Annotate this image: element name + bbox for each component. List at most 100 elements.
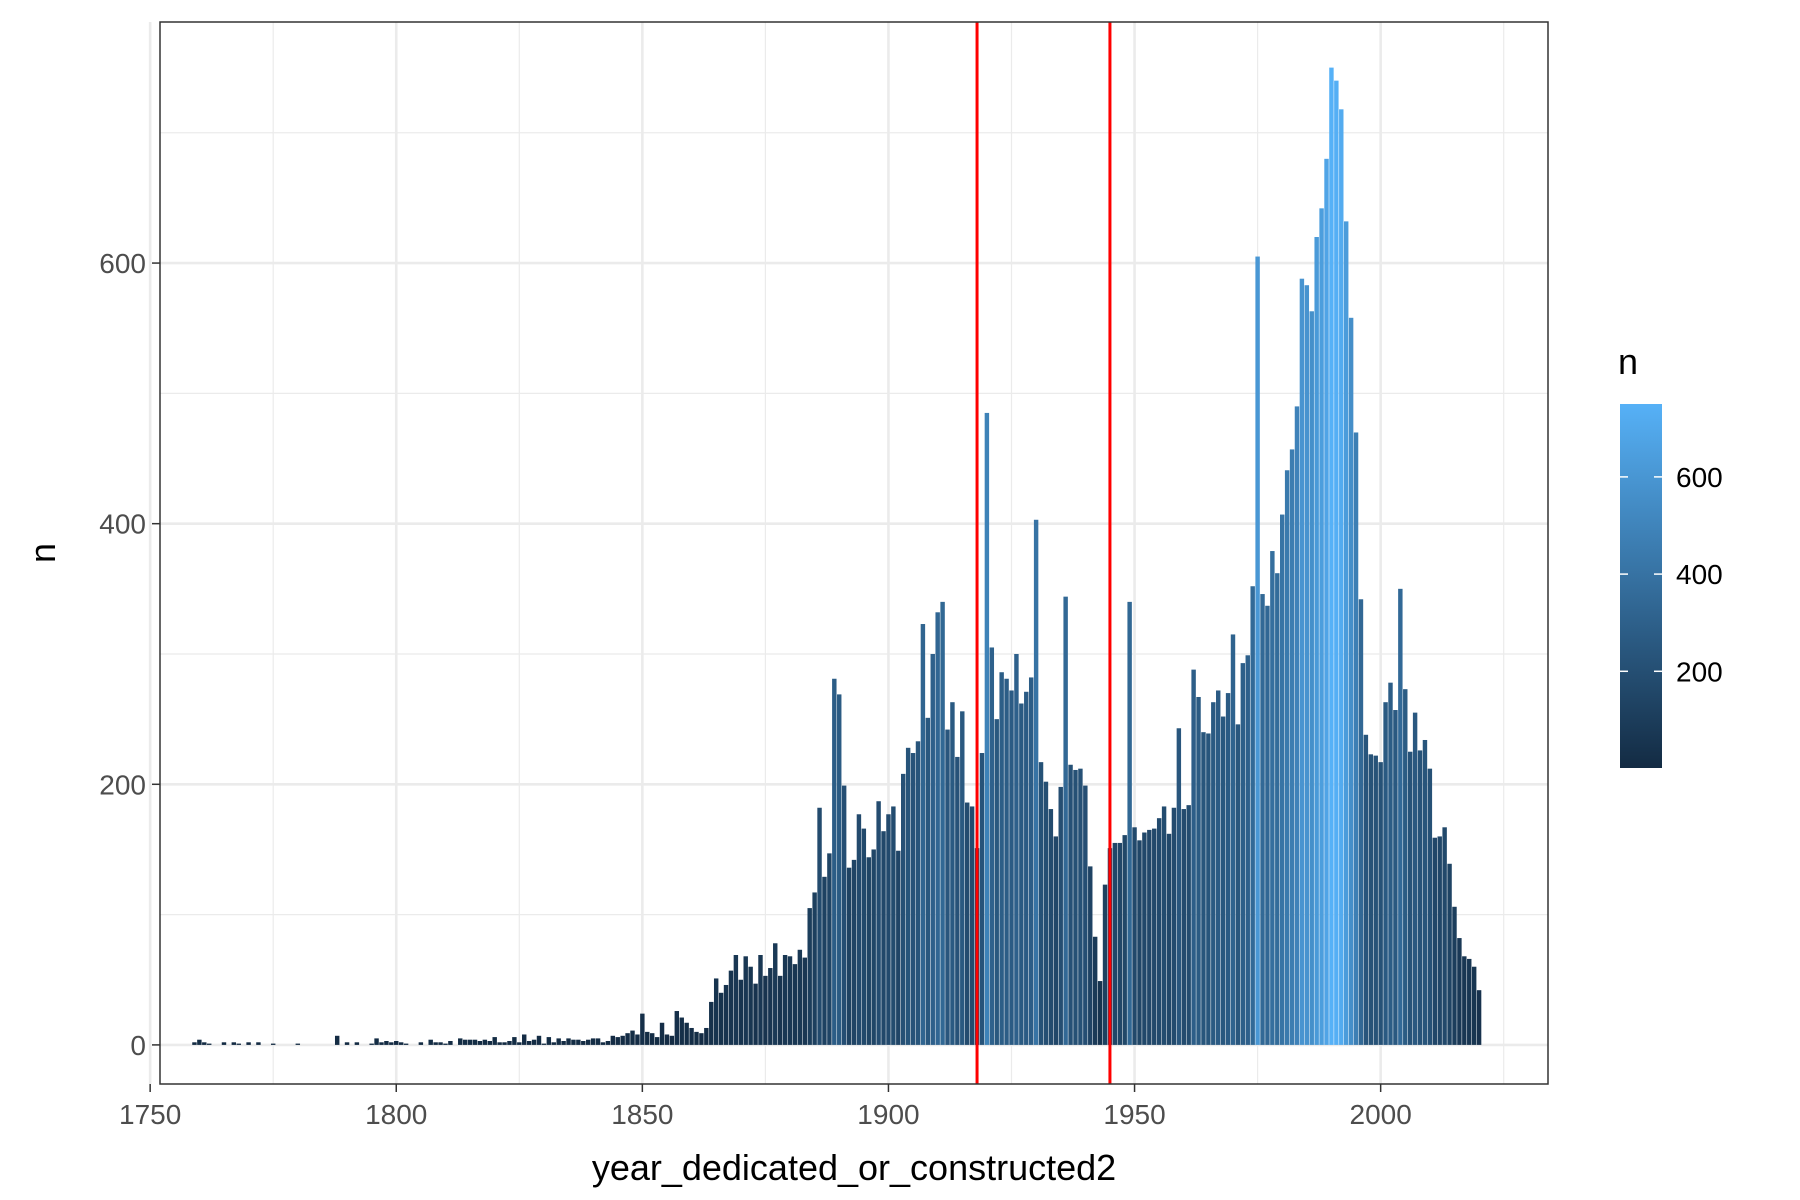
bar [969, 806, 975, 1045]
legend-tick-label: 200 [1676, 656, 1723, 687]
bar [507, 1041, 512, 1045]
bar [1280, 514, 1285, 1045]
bar [615, 1037, 620, 1045]
bar [586, 1039, 591, 1045]
bar [1388, 682, 1393, 1045]
bar [901, 773, 906, 1045]
bar [369, 1043, 374, 1045]
bar [664, 1034, 670, 1045]
bar [743, 956, 748, 1045]
bar [654, 1037, 660, 1045]
bar [718, 992, 724, 1045]
bar [713, 978, 719, 1045]
bar [1467, 958, 1472, 1045]
bar [231, 1042, 237, 1045]
y-axis-title: n [22, 543, 63, 563]
bar [472, 1039, 478, 1045]
bar [270, 1043, 276, 1045]
bar [679, 1017, 684, 1045]
bar [517, 1042, 522, 1045]
bar [1319, 208, 1324, 1045]
bar [1186, 805, 1191, 1045]
bar [635, 1034, 640, 1045]
bar [856, 814, 862, 1045]
panel-border [159, 21, 1549, 1085]
bar [1275, 573, 1280, 1045]
bar [512, 1037, 517, 1045]
bar [758, 955, 763, 1045]
bar [502, 1042, 507, 1045]
bar [1329, 67, 1334, 1045]
bar [605, 1041, 611, 1045]
bar [1462, 956, 1467, 1045]
bar [546, 1037, 552, 1045]
bar [477, 1041, 483, 1045]
bar [1452, 906, 1457, 1045]
bar [1033, 519, 1039, 1045]
bar [1196, 696, 1201, 1045]
bar [197, 1039, 202, 1045]
bar [1097, 981, 1103, 1045]
bar [256, 1042, 261, 1045]
bar [1142, 832, 1147, 1045]
bar [1324, 158, 1329, 1045]
bar [694, 1031, 699, 1045]
bar [1407, 751, 1413, 1045]
bar [905, 747, 911, 1045]
bar [1432, 837, 1438, 1045]
bar [1284, 470, 1290, 1045]
bar [1245, 655, 1250, 1045]
x-tick-label: 1900 [857, 1099, 919, 1130]
bar [733, 955, 739, 1045]
bar [541, 1043, 547, 1045]
bar [566, 1038, 571, 1045]
bar [192, 1042, 197, 1045]
bar [1442, 827, 1447, 1045]
bar [915, 741, 921, 1045]
bar [1235, 724, 1241, 1045]
bar [1102, 884, 1108, 1045]
bar [374, 1038, 379, 1045]
bar [1156, 818, 1162, 1045]
bar [389, 1042, 394, 1045]
bar [645, 1031, 650, 1045]
x-axis: 1750 1800 1850 1900 1950 2000 [119, 1084, 1412, 1130]
bar [1161, 806, 1167, 1045]
x-tick-label: 2000 [1350, 1099, 1412, 1130]
x-tick-label: 1950 [1103, 1099, 1165, 1130]
bar [945, 729, 950, 1045]
bar [723, 984, 729, 1045]
bar [1339, 109, 1344, 1045]
bar [344, 1042, 350, 1045]
bar [955, 756, 960, 1045]
bar [1216, 690, 1221, 1045]
bar [1147, 829, 1152, 1045]
bar [827, 853, 832, 1045]
bar [964, 802, 970, 1045]
bar [773, 943, 778, 1045]
bar [846, 867, 852, 1045]
bar [581, 1041, 586, 1045]
x-tick-label: 1800 [365, 1099, 427, 1130]
bar [600, 1042, 606, 1045]
bar [871, 849, 876, 1045]
bar [595, 1038, 601, 1045]
bar [738, 979, 744, 1045]
bar [1073, 769, 1078, 1045]
bar [1309, 311, 1314, 1045]
reference-lines [975, 22, 1112, 1084]
bar [295, 1043, 301, 1045]
bar [443, 1043, 448, 1045]
bar [1225, 693, 1231, 1045]
bar [925, 717, 931, 1045]
bar [684, 1022, 689, 1045]
bar [876, 801, 881, 1045]
bar [1117, 842, 1122, 1045]
bar [334, 1035, 340, 1045]
bar [807, 908, 812, 1045]
bar [950, 702, 955, 1045]
bar [640, 1013, 645, 1045]
bar [1206, 733, 1211, 1045]
bar [236, 1043, 241, 1045]
